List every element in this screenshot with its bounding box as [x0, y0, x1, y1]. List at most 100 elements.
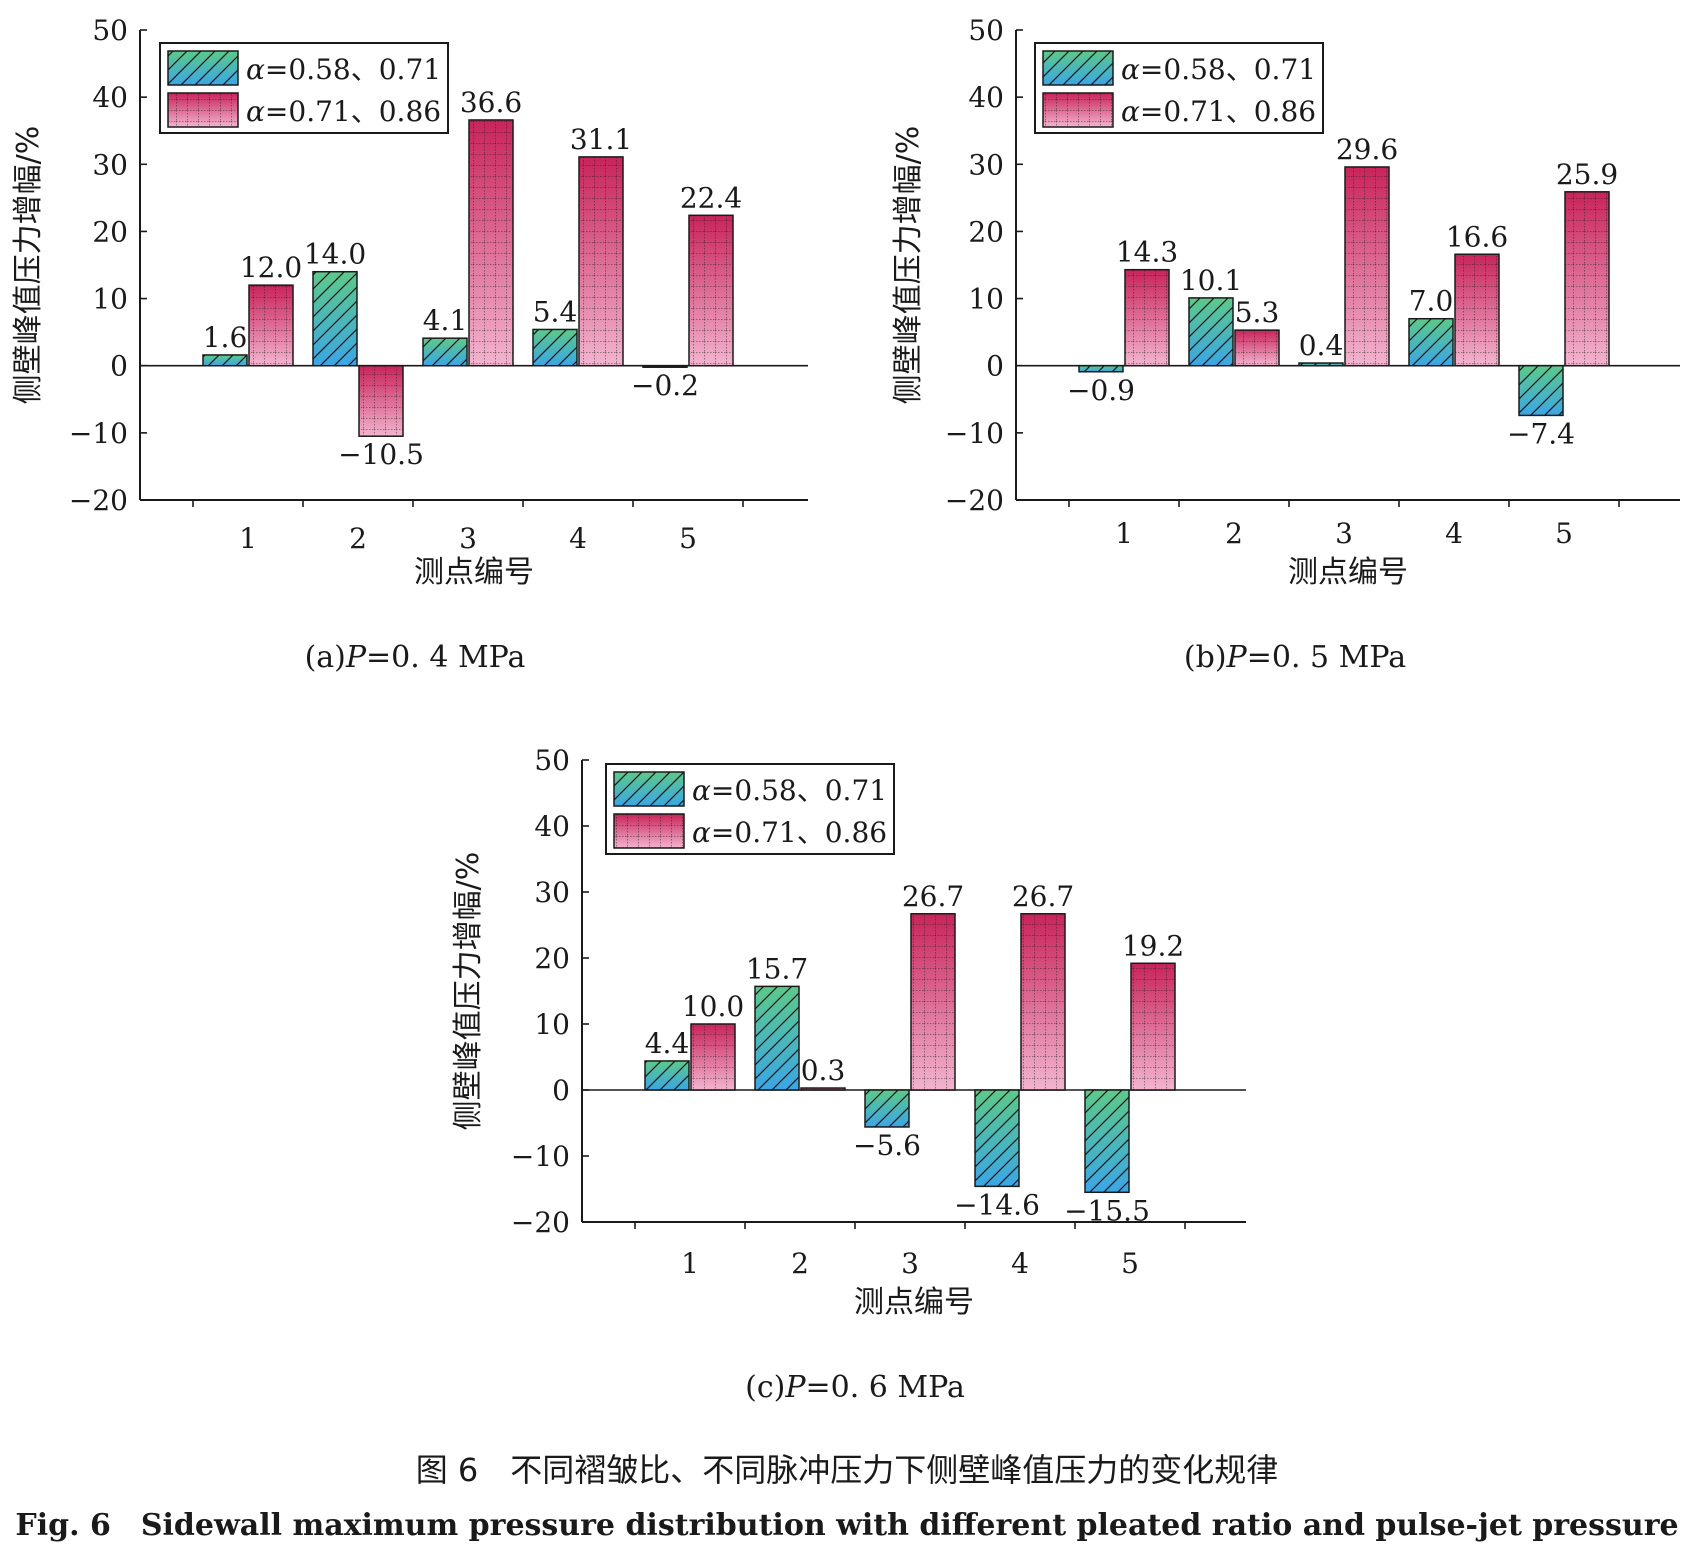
y-tick-label: −20 — [69, 484, 128, 517]
y-tick-label: 0 — [110, 350, 128, 383]
legend: α=0.58、0.71 α=0.71、0.86 — [159, 42, 449, 134]
bar-series1-pattern — [202, 354, 248, 367]
legend-label-2: α=0.71、0.86 — [246, 95, 441, 128]
x-tick-label: 4 — [1445, 517, 1463, 550]
data-label: 12.0 — [240, 251, 302, 284]
data-label: −5.6 — [853, 1129, 921, 1162]
panel-caption: (b)P=0. 5 MPa — [1184, 640, 1406, 675]
data-label: −7.4 — [1507, 417, 1575, 450]
legend-swatch-pattern-2 — [1042, 92, 1114, 128]
bar-series2-pattern — [1020, 913, 1066, 1091]
x-tick-label: 2 — [349, 522, 367, 555]
x-tick-label: 3 — [901, 1247, 919, 1280]
y-tick-label: −10 — [511, 1140, 570, 1173]
data-label: 4.4 — [645, 1027, 690, 1060]
bar-series1-pattern — [644, 1060, 690, 1091]
y-tick-label: 50 — [534, 744, 570, 777]
data-label: 0.4 — [1299, 329, 1344, 362]
data-label: 5.4 — [533, 295, 578, 328]
data-label: −0.9 — [1067, 374, 1135, 407]
data-label: 1.6 — [203, 321, 248, 354]
bar-series2-pattern — [1344, 166, 1390, 367]
data-label: 19.2 — [1122, 929, 1184, 962]
y-tick-label: 40 — [968, 81, 1004, 114]
data-label: 4.1 — [423, 304, 468, 337]
x-tick-label: 1 — [1115, 517, 1133, 550]
bar-series1-pattern — [754, 985, 800, 1091]
bar-series2-pattern — [468, 119, 514, 367]
data-label: 26.7 — [1012, 880, 1074, 913]
legend-swatch-pattern-1 — [1042, 50, 1114, 86]
y-tick-label: −20 — [511, 1206, 570, 1239]
y-axis-label: 侧壁峰值压力增幅/% — [451, 852, 486, 1131]
bar-series1-pattern — [312, 270, 358, 367]
bar-series1-pattern — [974, 1089, 1020, 1188]
bar-series1-pattern — [1518, 364, 1564, 417]
y-tick-label: 10 — [968, 283, 1004, 316]
bar-series1-pattern — [422, 337, 468, 367]
x-tick-label: 1 — [239, 522, 257, 555]
y-tick-label: 30 — [92, 148, 128, 181]
x-tick-label: 4 — [1011, 1247, 1029, 1280]
x-tick-label: 1 — [681, 1247, 699, 1280]
y-tick-label: 20 — [92, 215, 128, 248]
data-label: 25.9 — [1556, 158, 1618, 191]
data-label: 36.6 — [460, 86, 522, 119]
legend-label-1: α=0.58、0.71 — [692, 774, 887, 807]
bar-series2-pattern — [578, 156, 624, 367]
y-tick-label: −10 — [945, 417, 1004, 450]
x-axis-label: 测点编号 — [854, 1285, 974, 1320]
chart-panel-b: −20 −10 0 10 20 30 40 50 1 −0.9 14.3 2 10.15.3 3 0.4 29… — [891, 14, 1680, 675]
data-label: 14.3 — [1116, 236, 1178, 269]
data-label: 16.6 — [1446, 220, 1508, 253]
y-tick-label: −20 — [945, 484, 1004, 517]
data-label: 15.7 — [746, 952, 808, 985]
bar-series2-pattern — [1454, 253, 1500, 367]
figure-caption-cn: 图 6 不同褶皱比、不同脉冲压力下侧壁峰值压力的变化规律 — [416, 1451, 1279, 1489]
data-label: 14.0 — [304, 238, 366, 271]
x-tick-label: 5 — [1555, 517, 1573, 550]
y-tick-label: 50 — [92, 14, 128, 47]
bar-series1-pattern — [1408, 317, 1454, 367]
bar-series2-pattern — [1130, 962, 1176, 1091]
bar-series2-pattern — [688, 214, 734, 367]
legend-swatch-pattern-2 — [167, 92, 239, 128]
bar-series2-pattern — [248, 284, 294, 367]
data-label: −14.6 — [954, 1188, 1040, 1221]
x-tick-label: 2 — [791, 1247, 809, 1280]
data-label: 7.0 — [1409, 285, 1454, 318]
data-label: 31.1 — [570, 123, 632, 156]
bar-series2-pattern — [690, 1023, 736, 1091]
bar-series1-pattern — [1188, 297, 1234, 367]
data-label: 10.1 — [1180, 264, 1242, 297]
legend-swatch-pattern-1 — [167, 50, 239, 86]
legend-swatch-pattern-1 — [613, 771, 685, 807]
bar-series1-pattern — [1298, 362, 1344, 367]
legend: α=0.58、0.71 α=0.71、0.86 — [605, 763, 895, 855]
bar-series2-pattern — [358, 364, 404, 437]
legend-label-2: α=0.71、0.86 — [692, 816, 887, 849]
bar-series2-pattern — [1564, 191, 1610, 367]
data-label: 29.6 — [1336, 133, 1398, 166]
y-tick-label: 30 — [968, 148, 1004, 181]
x-axis-label: 测点编号 — [1288, 555, 1408, 590]
bar-series2-pattern — [1124, 268, 1170, 367]
x-tick-label: 2 — [1225, 517, 1243, 550]
bar-series1-pattern — [864, 1089, 910, 1128]
y-tick-label: 30 — [534, 876, 570, 909]
x-tick-label: 4 — [569, 522, 587, 555]
y-tick-label: 10 — [92, 283, 128, 316]
x-tick-label: 5 — [1121, 1247, 1139, 1280]
bar-series2-pattern — [910, 913, 956, 1091]
bar-series1-pattern — [642, 364, 688, 368]
legend: α=0.58、0.71 α=0.71、0.86 — [1034, 42, 1324, 134]
x-tick-label: 3 — [1335, 517, 1353, 550]
data-label: 0.3 — [801, 1054, 846, 1087]
legend-swatch-pattern-2 — [613, 813, 685, 849]
data-label: 5.3 — [1235, 296, 1280, 329]
y-tick-label: 40 — [534, 810, 570, 843]
bar-series2-pattern — [800, 1087, 846, 1091]
legend-label-2: α=0.71、0.86 — [1121, 95, 1316, 128]
chart-panel-c: −20 −10 0 10 20 30 40 50 1 4.4 10.0 2 15.7 0.3 3 −5.6 26… — [451, 744, 1246, 1405]
